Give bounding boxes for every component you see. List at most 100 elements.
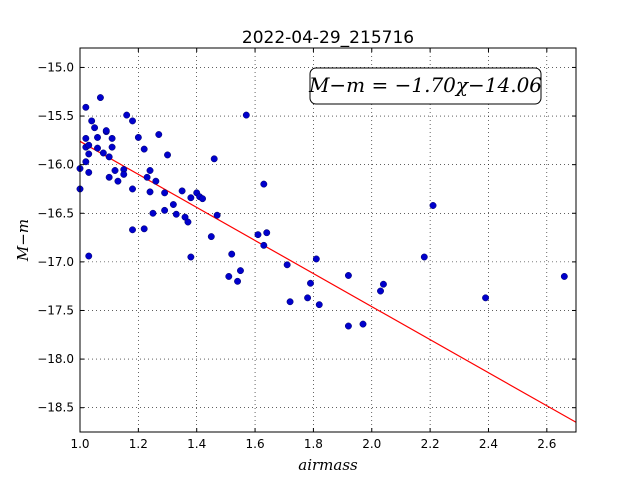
y-tick-label: −16.0 (37, 158, 74, 172)
data-point (111, 167, 119, 174)
data-point (344, 322, 352, 330)
x-tick-label: 1.0 (70, 437, 89, 451)
x-tick-label: 2.0 (362, 437, 381, 451)
data-point (178, 187, 186, 195)
data-point (105, 153, 113, 161)
data-point (146, 167, 154, 174)
chart-title: 2022-04-29_215716 (242, 28, 414, 48)
data-point (482, 294, 490, 302)
y-tick-label: −18.0 (37, 352, 74, 366)
y-axis-label: M−m (14, 219, 32, 262)
data-point (99, 149, 107, 157)
data-point (123, 111, 131, 119)
x-tick-label: 1.6 (246, 437, 265, 451)
data-point (169, 201, 177, 208)
scatter-points (76, 94, 568, 330)
data-point (312, 255, 320, 263)
data-point (164, 151, 171, 159)
data-point (286, 298, 294, 306)
data-point (85, 141, 93, 149)
data-point (560, 273, 568, 280)
data-point (263, 229, 271, 237)
data-point (85, 168, 93, 176)
data-point (242, 111, 250, 119)
data-point (210, 155, 218, 163)
data-point (143, 173, 151, 181)
x-tick-label: 1.8 (304, 437, 323, 451)
data-point (114, 177, 122, 185)
data-point (146, 188, 154, 196)
data-point (254, 231, 262, 239)
data-point (108, 134, 116, 142)
fit-line-layer (79, 140, 577, 423)
data-point (155, 131, 163, 138)
data-point (129, 117, 136, 125)
data-point (187, 194, 195, 202)
data-point (140, 145, 148, 153)
data-point (213, 211, 221, 219)
data-point (149, 209, 157, 217)
data-point (260, 241, 268, 249)
data-point (85, 150, 93, 158)
data-point (225, 273, 233, 280)
data-point (237, 267, 244, 275)
data-point (260, 180, 268, 188)
fit-annotation: M−m = −1.70χ−14.06 (308, 67, 542, 105)
y-tick-label: −15.5 (37, 109, 74, 123)
data-point (140, 225, 148, 233)
data-point (82, 158, 90, 166)
data-point (120, 170, 128, 178)
annotation-box (309, 67, 542, 105)
fit-equation: M−m = −1.70χ−14.06 (308, 73, 542, 97)
data-point (377, 287, 384, 295)
data-point (283, 261, 291, 269)
data-point (96, 94, 104, 102)
data-point (94, 133, 101, 141)
x-tick-label: 2.6 (537, 437, 556, 451)
data-point (82, 134, 90, 142)
y-tick-label: −18.5 (37, 401, 74, 415)
plot-frame (79, 47, 577, 433)
data-point (234, 277, 242, 285)
data-point (199, 195, 206, 203)
y-tick-label: −16.5 (37, 206, 74, 220)
y-tick-label: −15.0 (37, 60, 74, 74)
data-point (307, 279, 314, 287)
axis-ticks: 1.0 1.2 1.4 1.6 1.8 2.0 2.2 2.4 2.6 −15.0 −15.5 −16… (37, 48, 576, 451)
y-tick-label: −17.5 (37, 303, 74, 317)
x-tick-label: 2.4 (479, 437, 498, 451)
data-point (344, 272, 352, 279)
data-point (207, 233, 215, 241)
fit-line (79, 140, 577, 423)
data-point (102, 127, 110, 135)
data-point (315, 301, 323, 309)
data-point (184, 218, 192, 226)
data-point (172, 210, 180, 218)
data-point (429, 202, 437, 209)
data-point (228, 250, 236, 258)
data-point (129, 185, 136, 193)
data-point (108, 143, 116, 151)
x-tick-label: 2.2 (421, 437, 440, 451)
data-point (94, 144, 101, 152)
data-point (420, 253, 428, 261)
data-point (88, 117, 96, 125)
data-point (359, 320, 367, 328)
data-point (187, 253, 195, 261)
data-point (105, 173, 113, 181)
data-point (82, 103, 90, 111)
data-point (129, 226, 136, 234)
data-point (134, 133, 142, 141)
data-point (85, 252, 93, 260)
grid (79, 48, 576, 432)
data-point (152, 177, 160, 185)
data-point (161, 206, 169, 214)
data-point (304, 294, 312, 302)
plot-area (80, 48, 576, 432)
x-tick-label: 1.4 (187, 437, 206, 451)
x-tick-label: 1.2 (129, 437, 148, 451)
data-point (161, 189, 169, 197)
x-axis-label: airmass (298, 456, 358, 474)
data-point (379, 280, 387, 288)
